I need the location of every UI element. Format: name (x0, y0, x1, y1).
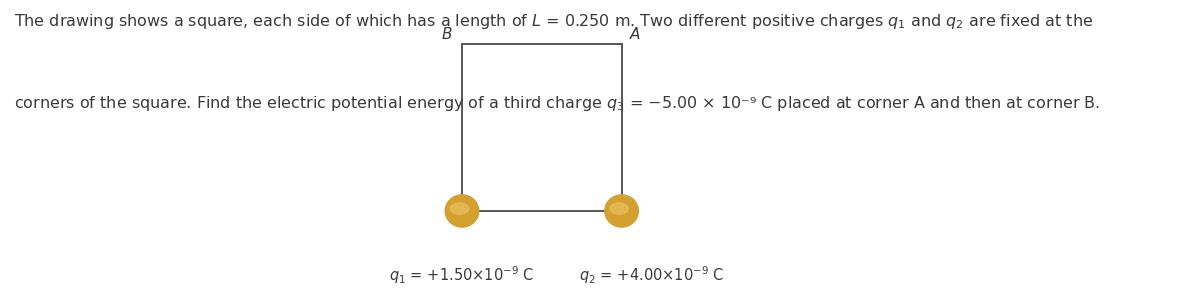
Text: $q_1$ = +1.50×10$^{-9}$ C: $q_1$ = +1.50×10$^{-9}$ C (389, 265, 535, 286)
Ellipse shape (450, 203, 469, 214)
Text: B: B (442, 28, 452, 42)
Text: corners of the square. Find the electric potential energy of a third charge $q_3: corners of the square. Find the electric… (14, 94, 1100, 113)
Ellipse shape (445, 195, 479, 227)
Bar (462, 44, 622, 211)
Text: The drawing shows a square, each side of which has a length of $L$ = 0.250 m. Tw: The drawing shows a square, each side of… (14, 12, 1093, 31)
Text: A: A (630, 28, 641, 42)
Ellipse shape (610, 203, 629, 214)
Text: $q_2$ = +4.00×10$^{-9}$ C: $q_2$ = +4.00×10$^{-9}$ C (578, 265, 725, 286)
Ellipse shape (605, 195, 638, 227)
